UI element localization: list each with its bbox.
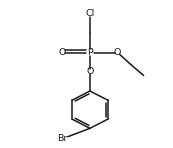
Text: P: P xyxy=(87,48,93,57)
Text: Br: Br xyxy=(57,134,67,143)
Text: O: O xyxy=(59,48,66,57)
Text: Cl: Cl xyxy=(85,9,95,18)
Text: O: O xyxy=(86,67,94,76)
Text: O: O xyxy=(114,48,121,57)
